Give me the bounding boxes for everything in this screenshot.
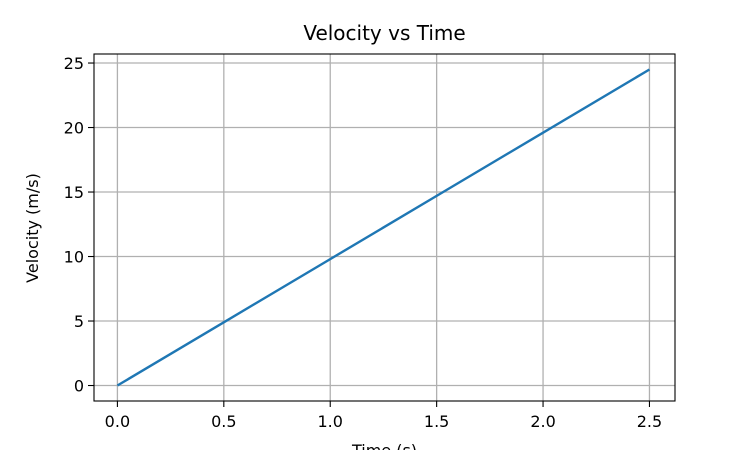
x-tick-label: 1.0	[318, 412, 343, 431]
y-tick-label: 5	[74, 312, 84, 331]
y-tick-label: 25	[64, 54, 84, 73]
y-tick-label: 10	[64, 248, 84, 267]
chart-title: Velocity vs Time	[303, 21, 465, 45]
y-tick-label: 0	[74, 377, 84, 396]
x-tick-label: 1.5	[424, 412, 449, 431]
x-tick-label: 2.5	[637, 412, 662, 431]
y-axis-label: Velocity (m/s)	[23, 173, 42, 283]
plot-frame	[93, 53, 676, 402]
x-tick-label: 0.0	[105, 412, 130, 431]
x-axis-ticks: 0.0 0.5 1.0 1.5 2.0 2.5	[105, 401, 662, 431]
y-axis-ticks: 0 5 10 15 20 25	[64, 54, 94, 396]
velocity-series-line	[116, 68, 651, 387]
y-tick-label: 15	[64, 183, 84, 202]
grid	[94, 54, 675, 401]
y-tick-label: 20	[64, 119, 84, 138]
x-tick-label: 0.5	[211, 412, 236, 431]
x-tick-label: 2.0	[530, 412, 555, 431]
series-layer	[116, 68, 651, 387]
x-axis-label: Time (s)	[351, 441, 417, 450]
